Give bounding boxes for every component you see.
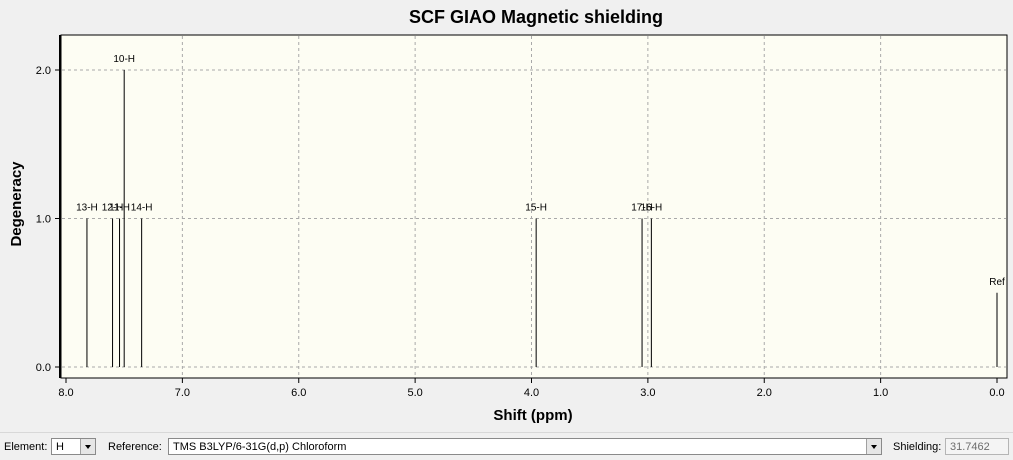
x-tick-label: 6.0 (291, 387, 306, 399)
nmr-spectrum-chart: 8.0 7.0 6.0 5.0 4.0 3.0 2.0 1.0 0.0 0.0 1.0 2.0 13-H… (8, 7, 1008, 424)
spectrum-toolbar: Element: H Reference: TMS B3LYP/6-31G(d,… (0, 432, 1013, 460)
x-tick-label: 5.0 (407, 387, 422, 399)
chart-title: SCF GIAO Magnetic shielding (409, 7, 663, 27)
peak-label: 15-H (525, 203, 547, 214)
x-tick-label: 4.0 (524, 387, 539, 399)
chevron-down-icon[interactable] (80, 439, 95, 454)
peak-label: Ref (989, 277, 1005, 288)
peak-label: 16-H (641, 203, 663, 214)
x-tick-label: 3.0 (640, 387, 655, 399)
plot-area (60, 34, 1008, 379)
shielding-label: Shielding: (893, 441, 942, 453)
chevron-down-icon[interactable] (866, 439, 881, 454)
element-select[interactable]: H (51, 438, 96, 455)
peak-label: 12-H (102, 203, 124, 214)
y-tick-label: 1.0 (36, 214, 51, 226)
reference-select[interactable]: TMS B3LYP/6-31G(d,p) Chloroform (168, 438, 882, 455)
peak-label: 14-H (131, 203, 153, 214)
y-tick-label: 2.0 (36, 65, 51, 77)
x-axis-title: Shift (ppm) (493, 407, 572, 424)
x-tick-label: 7.0 (175, 387, 190, 399)
peak-label: 10-H (113, 54, 135, 65)
y-axis-title: Degeneracy (8, 161, 25, 247)
x-tick-label: 1.0 (873, 387, 888, 399)
element-label: Element: (4, 441, 48, 453)
reference-label: Reference: (108, 441, 162, 453)
reference-value: TMS B3LYP/6-31G(d,p) Chloroform (173, 441, 347, 453)
shielding-value: 31.7462 (950, 441, 990, 453)
element-value: H (56, 441, 64, 453)
peak-label: 17-H (631, 203, 653, 214)
x-tick-label: 0.0 (989, 387, 1004, 399)
shielding-field: 31.7462 (945, 438, 1009, 455)
x-tick-label: 2.0 (757, 387, 772, 399)
y-tick-label: 0.0 (36, 362, 51, 374)
peak-label: 11-H (109, 203, 130, 214)
x-tick-label: 8.0 (58, 387, 73, 399)
peak-label: 13-H (76, 203, 98, 214)
